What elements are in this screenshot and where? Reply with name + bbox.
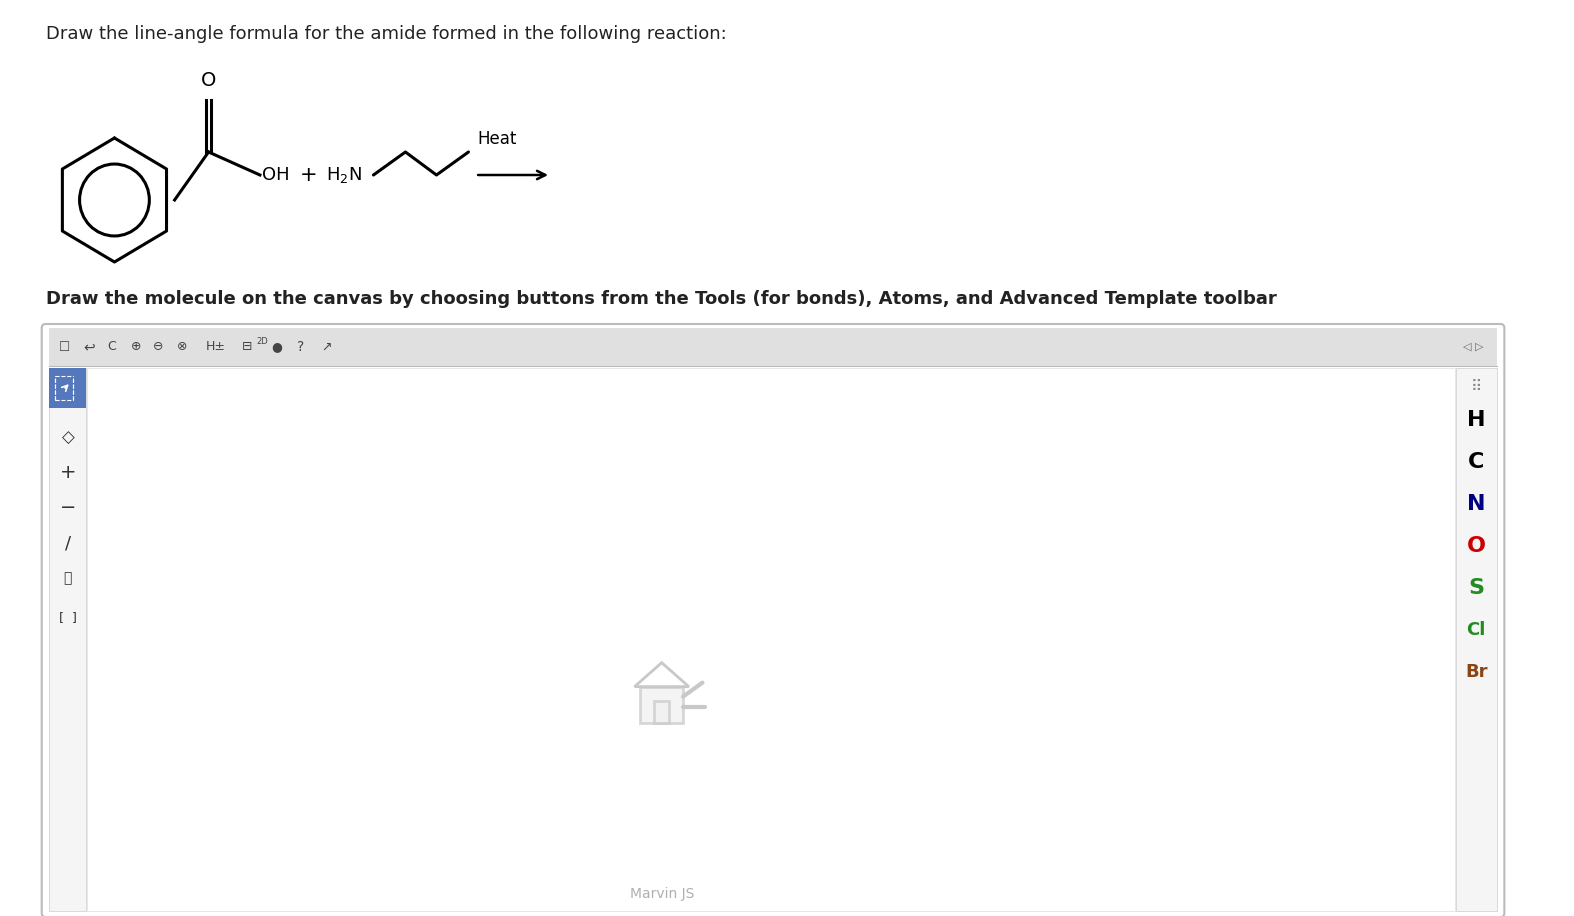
- Text: ●: ●: [271, 341, 282, 354]
- Text: C: C: [1469, 452, 1484, 472]
- Text: −: −: [60, 498, 76, 518]
- Text: +: +: [299, 165, 318, 185]
- Bar: [49, 328, 1497, 366]
- Text: Heat: Heat: [477, 130, 516, 148]
- Bar: [49, 368, 87, 911]
- Text: ◁ ▷: ◁ ▷: [1464, 342, 1484, 352]
- Text: ⊗: ⊗: [178, 341, 187, 354]
- Text: ⊟: ⊟: [242, 341, 252, 354]
- Text: S: S: [1469, 578, 1484, 598]
- Bar: [1456, 368, 1497, 911]
- Bar: [49, 368, 87, 408]
- Text: H±: H±: [205, 341, 225, 354]
- Text: ☐: ☐: [60, 341, 71, 354]
- Text: [  ]: [ ]: [58, 612, 77, 625]
- Text: Marvin JS: Marvin JS: [630, 887, 694, 901]
- Text: ?: ?: [297, 340, 304, 354]
- Text: H$_2$N: H$_2$N: [326, 165, 362, 185]
- Text: Cl: Cl: [1467, 621, 1486, 639]
- Text: Draw the line-angle formula for the amide formed in the following reaction:: Draw the line-angle formula for the amid…: [46, 25, 726, 43]
- Text: H: H: [1467, 410, 1486, 430]
- Text: ⠿: ⠿: [1470, 378, 1481, 394]
- FancyBboxPatch shape: [41, 324, 1505, 916]
- Text: +: +: [60, 463, 76, 483]
- Text: 2D: 2D: [257, 337, 268, 346]
- Text: N: N: [1467, 494, 1486, 514]
- Text: ↗: ↗: [321, 341, 332, 354]
- Text: C: C: [107, 341, 116, 354]
- Text: O: O: [201, 71, 216, 90]
- Bar: [641, 687, 683, 723]
- Text: 〜: 〜: [63, 571, 72, 585]
- Text: O: O: [1467, 536, 1486, 556]
- Text: OH: OH: [261, 166, 290, 184]
- Text: ⊕: ⊕: [131, 341, 142, 354]
- Text: Br: Br: [1465, 663, 1487, 681]
- Bar: [87, 368, 1454, 911]
- Text: ⊖: ⊖: [153, 341, 164, 354]
- Text: ↩: ↩: [83, 340, 94, 354]
- Text: Draw the molecule on the canvas by choosing buttons from the Tools (for bonds), : Draw the molecule on the canvas by choos…: [46, 290, 1277, 308]
- Bar: [653, 701, 669, 723]
- Text: /: /: [65, 534, 71, 552]
- Text: ◇: ◇: [61, 429, 74, 447]
